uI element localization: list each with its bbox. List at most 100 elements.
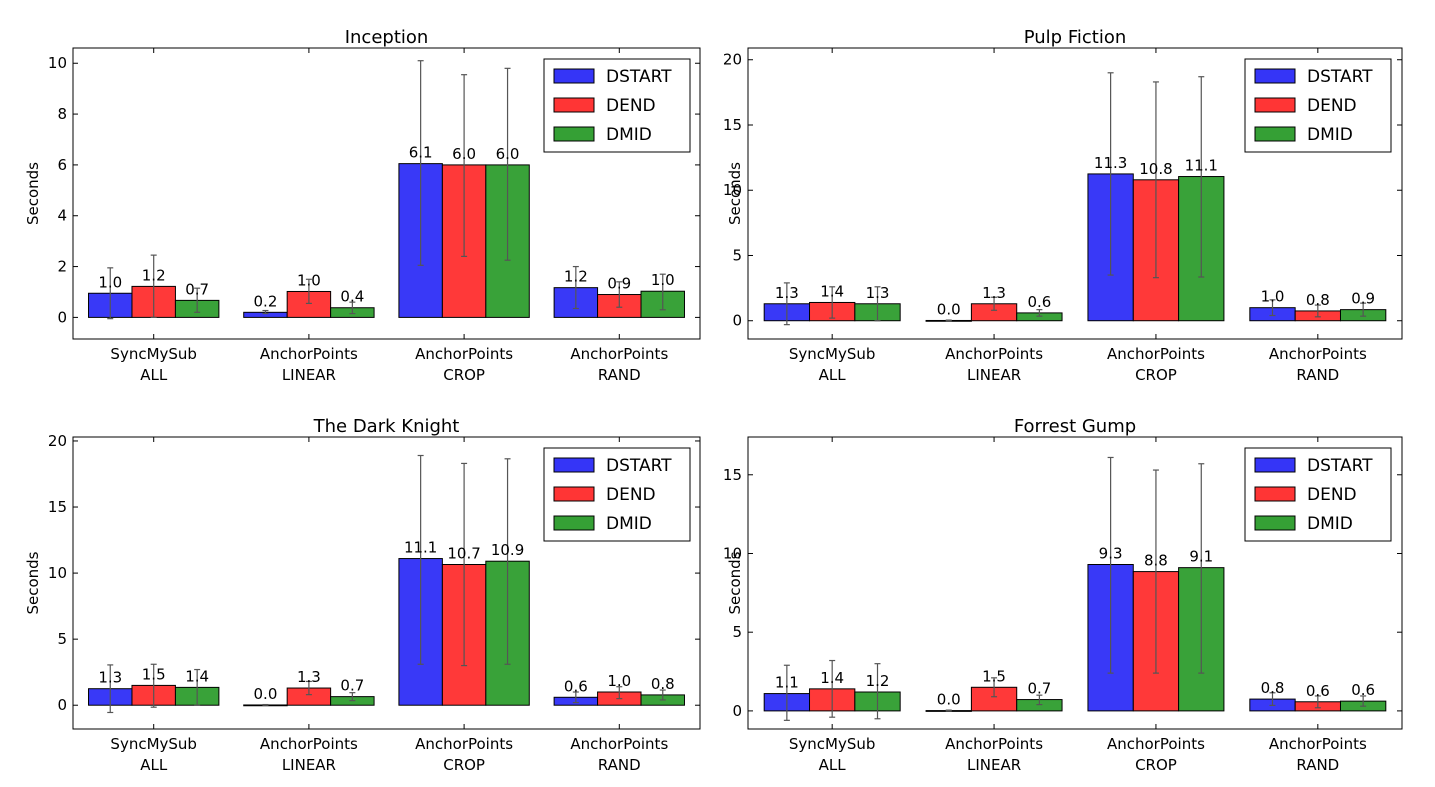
data-label-dmid-3: 0.6	[1351, 681, 1375, 699]
data-label-dmid-3: 1.0	[651, 271, 675, 289]
legend: DSTART DEND DMID	[543, 447, 691, 542]
legend-swatch-dmid	[1254, 515, 1296, 531]
data-label-dend-2: 10.7	[447, 545, 480, 563]
data-label-dstart-3: 1.0	[1261, 288, 1285, 306]
x-tick-label-0: ALL	[819, 366, 847, 384]
y-tick-label: 4	[57, 207, 67, 225]
chart-panel-1: Pulp Fiction Seconds 1.3 1.4 1.3 SyncMySub ALL…	[723, 27, 1403, 384]
x-tick-label-2: AnchorPoints	[415, 735, 513, 753]
x-tick-label-2: AnchorPoints	[1107, 735, 1205, 753]
legend: DSTART DEND DMID	[1244, 447, 1392, 542]
data-label-dstart-2: 9.3	[1099, 545, 1123, 563]
chart-panel-0: Inception Seconds 1.0 1.2 0.7 SyncMySub ALL 0.2…	[24, 27, 701, 384]
chart-title: Pulp Fiction	[1024, 27, 1127, 48]
legend-swatch-dend	[553, 97, 595, 113]
data-label-dend-2: 8.8	[1144, 552, 1168, 570]
legend-label-dmid: DMID	[1307, 125, 1353, 145]
x-tick-label-3: AnchorPoints	[570, 345, 668, 363]
data-label-dstart-0: 1.3	[775, 284, 799, 302]
legend-swatch-dend	[553, 486, 595, 502]
x-tick-label-3: AnchorPoints	[1269, 345, 1367, 363]
x-tick-label-0: ALL	[140, 756, 168, 774]
y-tick-label: 0	[57, 696, 67, 714]
y-axis-label: Seconds	[24, 551, 42, 614]
legend-label-dstart: DSTART	[1307, 67, 1373, 87]
legend-label-dstart: DSTART	[606, 456, 672, 476]
x-tick-label-3: RAND	[598, 366, 641, 384]
y-axis-label: Seconds	[726, 551, 744, 614]
x-tick-label-2: CROP	[443, 756, 485, 774]
legend-label-dstart: DSTART	[1307, 456, 1373, 476]
y-tick-label: 15	[723, 116, 742, 134]
data-label-dmid-2: 6.0	[496, 145, 520, 163]
x-tick-label-0: SyncMySub	[789, 345, 876, 363]
data-label-dmid-2: 10.9	[491, 541, 524, 559]
data-label-dend-3: 0.8	[1306, 291, 1330, 309]
x-tick-label-0: ALL	[140, 366, 168, 384]
data-label-dstart-2: 6.1	[409, 144, 433, 162]
x-tick-label-1: LINEAR	[282, 756, 336, 774]
legend-label-dmid: DMID	[1307, 514, 1353, 534]
y-tick-label: 10	[723, 181, 742, 199]
plot-frame	[72, 47, 701, 340]
legend: DSTART DEND DMID	[1244, 58, 1392, 153]
y-axis-label: Seconds	[24, 162, 42, 225]
data-label-dstart-1: 0.0	[937, 691, 961, 709]
y-tick-label: 20	[723, 51, 742, 69]
x-tick-label-2: CROP	[1135, 756, 1177, 774]
x-tick-label-2: CROP	[1135, 366, 1177, 384]
data-label-dmid-0: 1.4	[185, 667, 209, 685]
legend-swatch-dmid	[553, 126, 595, 142]
data-label-dend-3: 0.6	[1306, 682, 1330, 700]
data-label-dend-1: 1.0	[297, 271, 321, 289]
x-tick-label-0: ALL	[819, 756, 847, 774]
data-label-dstart-3: 1.2	[564, 268, 588, 286]
data-label-dend-0: 1.4	[820, 282, 844, 300]
y-tick-label: 2	[57, 258, 67, 276]
data-label-dmid-1: 0.7	[1027, 680, 1051, 698]
data-label-dmid-2: 11.1	[1185, 157, 1218, 175]
legend: DSTART DEND DMID	[543, 58, 691, 153]
x-tick-label-0: SyncMySub	[789, 735, 876, 753]
y-tick-label: 8	[57, 105, 67, 123]
data-label-dend-3: 1.0	[607, 672, 631, 690]
legend-label-dend: DEND	[1307, 485, 1357, 505]
y-tick-label: 10	[48, 564, 67, 582]
data-label-dend-0: 1.2	[142, 266, 166, 284]
legend-label-dstart: DSTART	[606, 67, 672, 87]
data-label-dend-1: 1.3	[297, 668, 321, 686]
data-label-dmid-1: 0.4	[340, 288, 364, 306]
legend-swatch-dstart	[1254, 68, 1296, 84]
y-tick-label: 10	[48, 54, 67, 72]
data-label-dstart-3: 0.6	[564, 677, 588, 695]
chart-title: The Dark Knight	[313, 416, 460, 437]
data-label-dmid-3: 0.9	[1351, 290, 1375, 308]
data-label-dmid-1: 0.6	[1027, 293, 1051, 311]
y-tick-label: 5	[57, 630, 67, 648]
x-tick-label-3: RAND	[598, 756, 641, 774]
x-tick-label-1: AnchorPoints	[260, 735, 358, 753]
x-tick-label-3: AnchorPoints	[570, 735, 668, 753]
legend-label-dmid: DMID	[606, 125, 652, 145]
x-tick-label-3: AnchorPoints	[1269, 735, 1367, 753]
chart-title: Forrest Gump	[1014, 416, 1136, 437]
data-label-dend-2: 10.8	[1139, 160, 1172, 178]
data-label-dend-0: 1.4	[820, 669, 844, 687]
y-tick-label: 10	[723, 544, 742, 562]
legend-label-dend: DEND	[606, 485, 656, 505]
x-tick-label-1: LINEAR	[967, 756, 1021, 774]
x-tick-label-3: RAND	[1296, 366, 1339, 384]
y-tick-label: 0	[732, 702, 742, 720]
y-tick-label: 0	[57, 308, 67, 326]
y-tick-label: 5	[732, 623, 742, 641]
x-tick-label-3: RAND	[1296, 756, 1339, 774]
data-label-dend-3: 0.9	[607, 275, 631, 293]
data-label-dmid-0: 0.7	[185, 280, 209, 298]
legend-label-dend: DEND	[606, 96, 656, 116]
legend-swatch-dmid	[553, 515, 595, 531]
legend-swatch-dmid	[1254, 126, 1296, 142]
data-label-dstart-1: 0.0	[254, 685, 278, 703]
x-tick-label-1: LINEAR	[282, 366, 336, 384]
chart-panel-2: The Dark Knight Seconds 1.3 1.5 1.4 SyncMySub…	[24, 416, 701, 774]
